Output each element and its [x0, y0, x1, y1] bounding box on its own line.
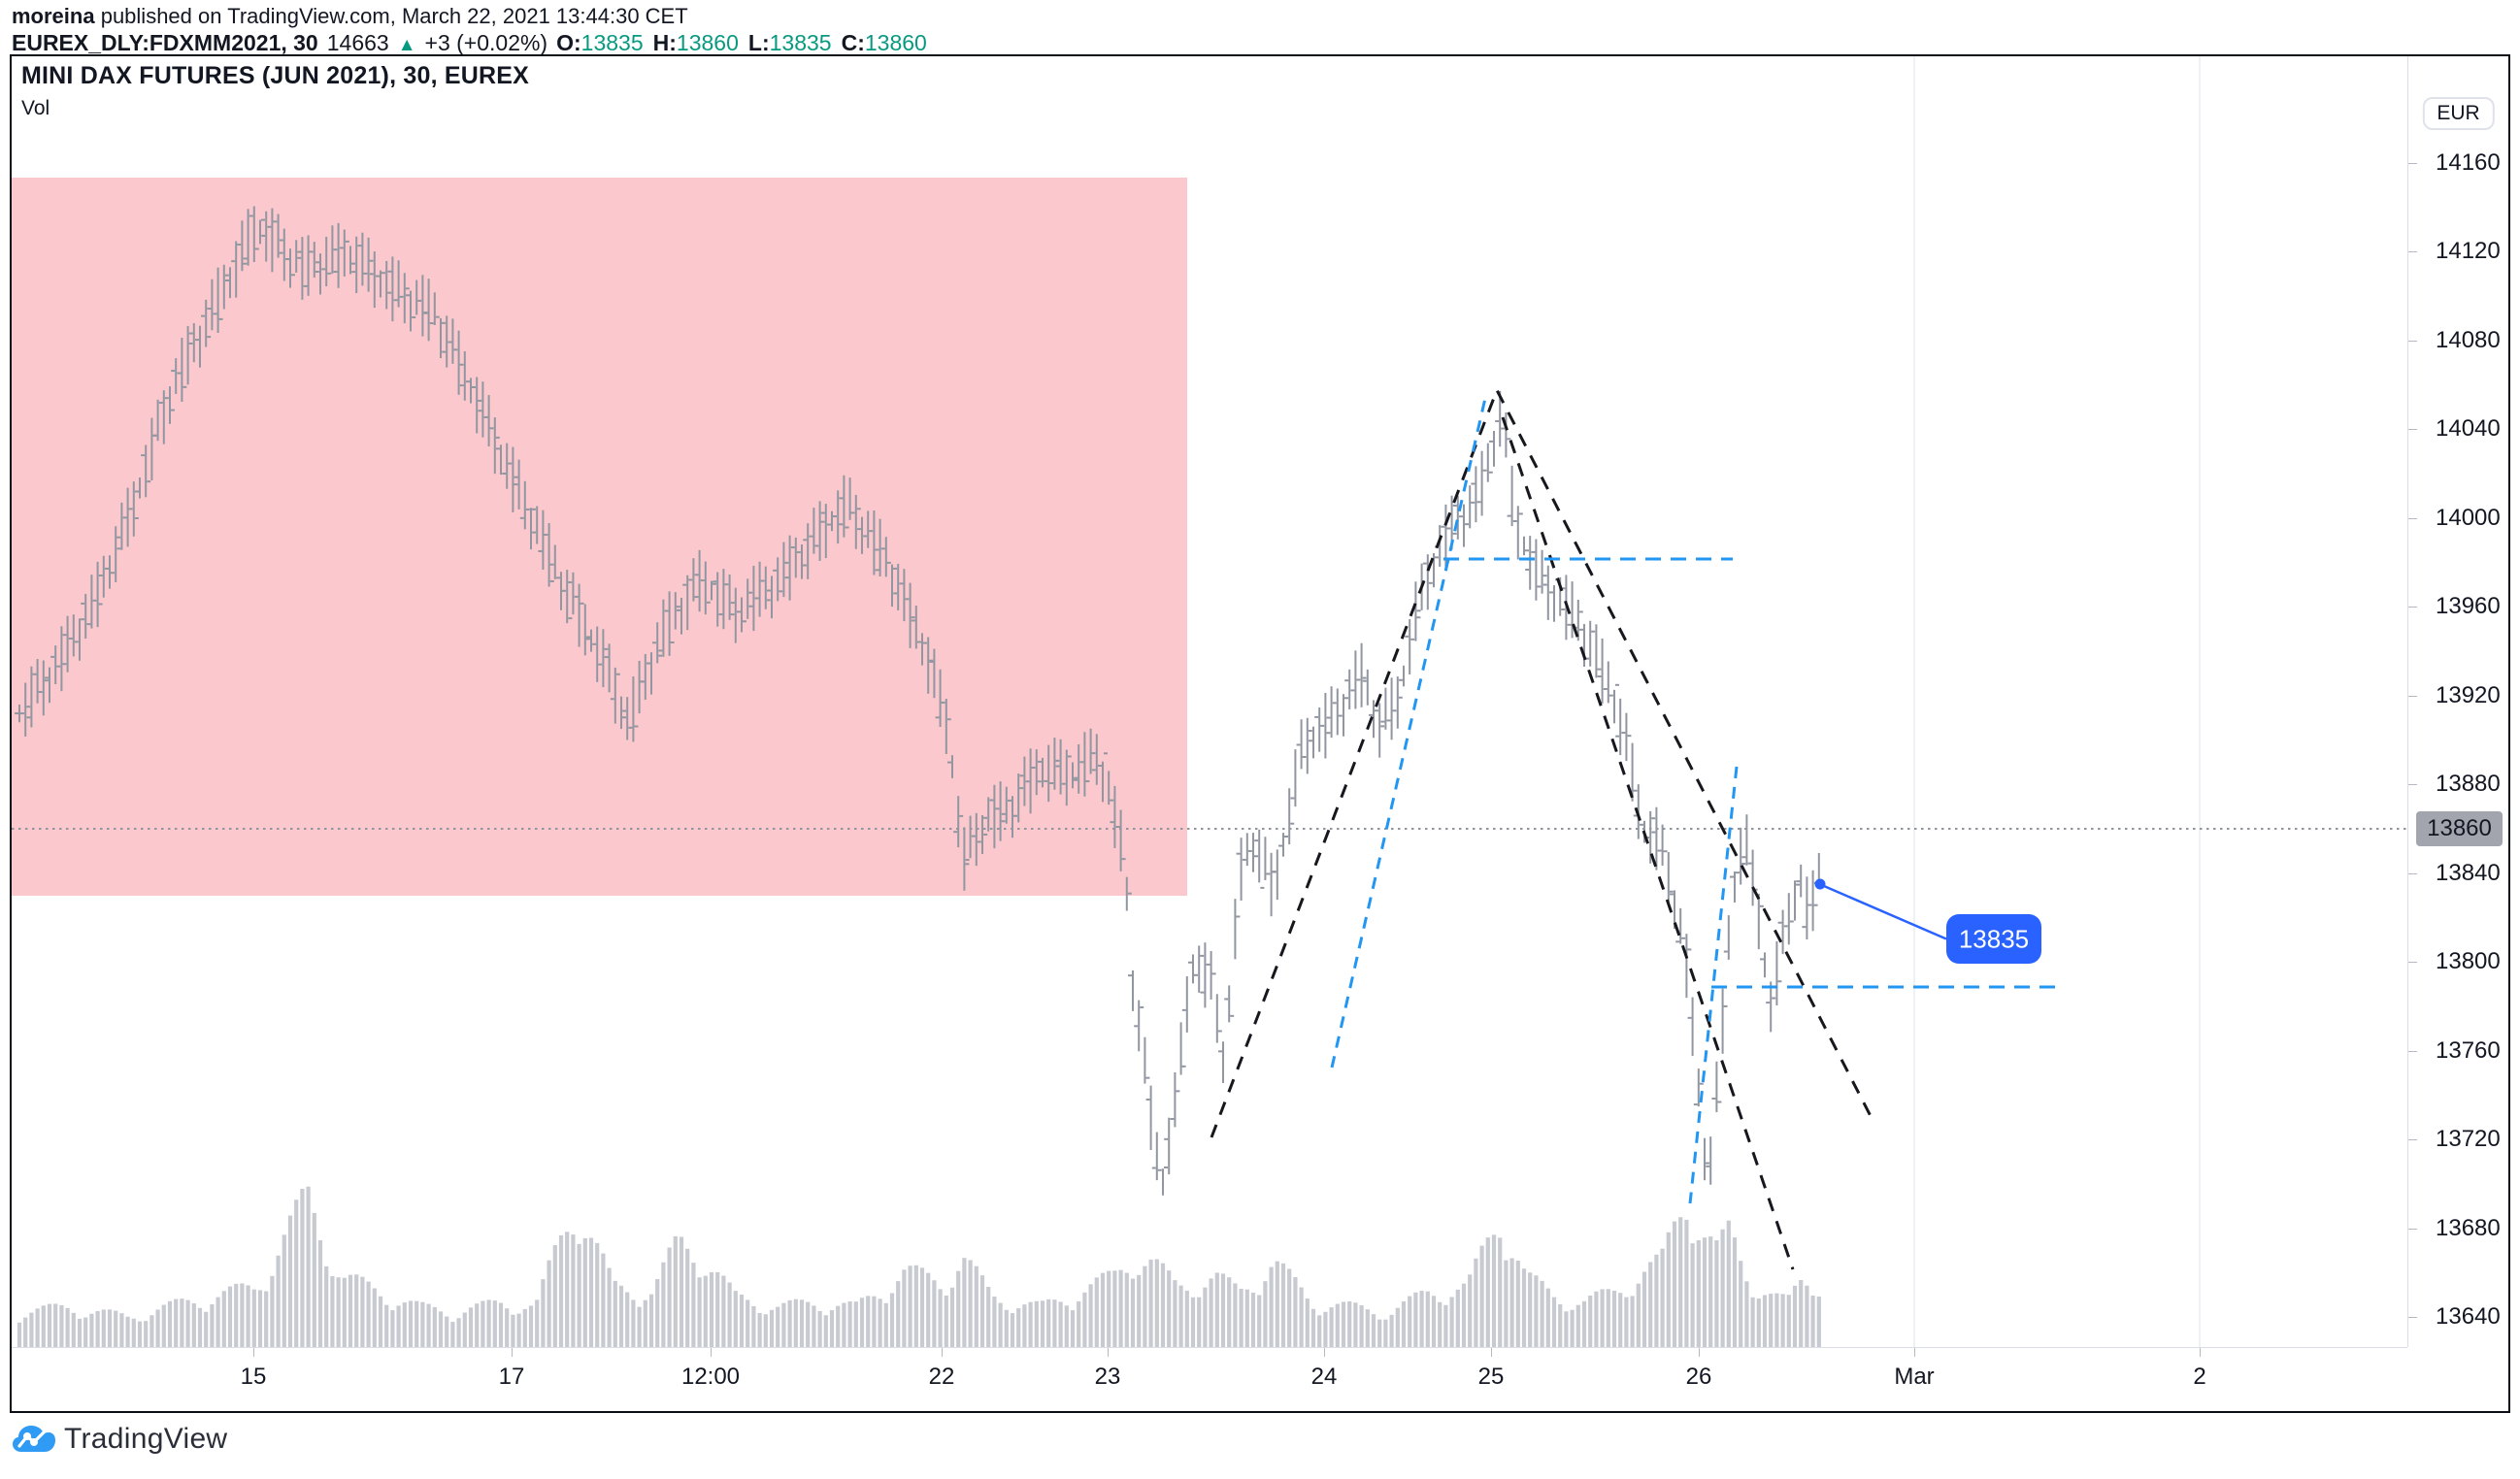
tradingview-logo-icon[interactable]	[12, 1423, 56, 1456]
time-axis-label[interactable]: 15	[240, 1364, 267, 1390]
price-axis-label: 13920	[2436, 681, 2501, 708]
time-axis-label[interactable]: 24	[1310, 1364, 1338, 1390]
time-axis-label[interactable]: 23	[1094, 1364, 1121, 1390]
price-axis-label: 14000	[2436, 504, 2501, 531]
price-callout-box[interactable]	[1946, 914, 2041, 964]
time-axis-tick	[711, 1348, 712, 1357]
symbol-name[interactable]: EUREX_DLY:FDXMM2021, 30	[12, 30, 318, 55]
author-name: moreina	[12, 4, 95, 28]
price-axis-tick	[2408, 784, 2417, 786]
price-axis-label: 13840	[2436, 859, 2501, 886]
price-axis-label: 13880	[2436, 771, 2501, 798]
price-chart-canvas[interactable]: 13835	[12, 56, 2407, 1347]
ohlc-pair: H:13860	[652, 30, 739, 55]
price-axis-tick	[2408, 1139, 2417, 1141]
black-trendline-steep[interactable]	[1501, 416, 1795, 1270]
price-axis-tick	[2408, 340, 2417, 342]
current-price-badge: 13860	[2416, 811, 2503, 846]
blue-trendline-steep[interactable]	[1688, 766, 1739, 1204]
price-scale[interactable]: EUR 13860 14160 14120 14080 14040 14000 13960…	[2407, 56, 2508, 1347]
time-axis-label[interactable]: 22	[928, 1364, 955, 1390]
time-axis-tick	[253, 1348, 254, 1357]
tradingview-wordmark[interactable]: TradingView	[64, 1423, 228, 1455]
price-axis-label: 13760	[2436, 1036, 2501, 1064]
price-axis-label: 13680	[2436, 1214, 2501, 1241]
tradingview-footer: TradingView	[12, 1423, 227, 1456]
callout-connector-line	[1823, 884, 1947, 940]
time-axis[interactable]: 15 17 12:00 22 23 24 25 26 Mar 2	[12, 1347, 2407, 1411]
symbol-line: EUREX_DLY:FDXMM2021, 30 14663 ▲ +3 (+0.0…	[12, 30, 927, 56]
change-up-arrow-icon: ▲	[397, 35, 416, 55]
price-axis-label: 13720	[2436, 1126, 2501, 1153]
time-axis-tick	[1324, 1348, 1325, 1357]
ohlc-pair: C:13860	[841, 30, 927, 55]
price-axis-label: 13800	[2436, 948, 2501, 975]
ohlc-pair: O:13835	[556, 30, 644, 55]
time-axis-tick	[942, 1348, 943, 1357]
time-axis-label[interactable]: 12:00	[680, 1364, 741, 1390]
black-trendline-lambda[interactable]	[1210, 386, 1873, 1138]
chart-frame: 13835 MINI DAX FUTURES (JUN 2021), 30, E…	[10, 54, 2510, 1413]
price-axis-label: 14160	[2436, 149, 2501, 176]
callout-anchor-dot[interactable]	[1814, 878, 1826, 890]
price-axis-tick	[2408, 962, 2417, 964]
time-axis-tick	[1699, 1348, 1700, 1357]
price-axis-tick	[2408, 429, 2417, 431]
time-axis-label[interactable]: 25	[1477, 1364, 1505, 1390]
price-bars	[15, 206, 1820, 1196]
price-axis-tick	[2408, 1228, 2417, 1230]
price-axis-tick	[2408, 251, 2417, 253]
time-axis-label[interactable]: 26	[1685, 1364, 1712, 1390]
volume-bars	[17, 1186, 1821, 1347]
currency-badge[interactable]: EUR	[2422, 97, 2495, 130]
price-axis-tick	[2408, 517, 2417, 519]
price-axis-label: 13640	[2436, 1303, 2501, 1331]
change-value: +3 (+0.02%)	[424, 30, 548, 55]
price-axis-tick	[2408, 695, 2417, 697]
price-callout-value: 13835	[1959, 925, 2029, 954]
time-axis-tick	[1491, 1348, 1492, 1357]
price-axis-label: 14040	[2436, 415, 2501, 443]
ohlc-pair: L:13835	[747, 30, 832, 55]
price-axis-tick	[2408, 607, 2417, 608]
price-axis-label: 14120	[2436, 238, 2501, 265]
time-axis-label[interactable]: Mar	[1894, 1364, 1935, 1390]
price-axis-tick	[2408, 872, 2417, 874]
last-price: 14663	[326, 30, 389, 55]
publish-text: published on TradingView.com, March 22, …	[94, 4, 688, 28]
price-axis-tick	[2408, 1317, 2417, 1319]
time-axis-label[interactable]: 17	[498, 1364, 525, 1390]
time-axis-tick	[1914, 1348, 1915, 1357]
price-axis-label: 13960	[2436, 593, 2501, 620]
highlight-zone	[12, 178, 1187, 896]
time-axis-label[interactable]: 2	[2193, 1364, 2206, 1390]
time-axis-tick	[2200, 1348, 2201, 1357]
blue-trendline-ascending[interactable]	[1330, 393, 1488, 1068]
ohlc-values: O:13835 H:13860 L:13835 C:13860	[556, 30, 927, 56]
price-axis-tick	[2408, 1050, 2417, 1052]
price-axis-label: 14080	[2436, 326, 2501, 353]
time-axis-tick	[1108, 1348, 1109, 1357]
publish-line: moreina published on TradingView.com, Ma…	[12, 4, 688, 29]
price-axis-tick	[2408, 163, 2417, 164]
time-axis-tick	[512, 1348, 513, 1357]
